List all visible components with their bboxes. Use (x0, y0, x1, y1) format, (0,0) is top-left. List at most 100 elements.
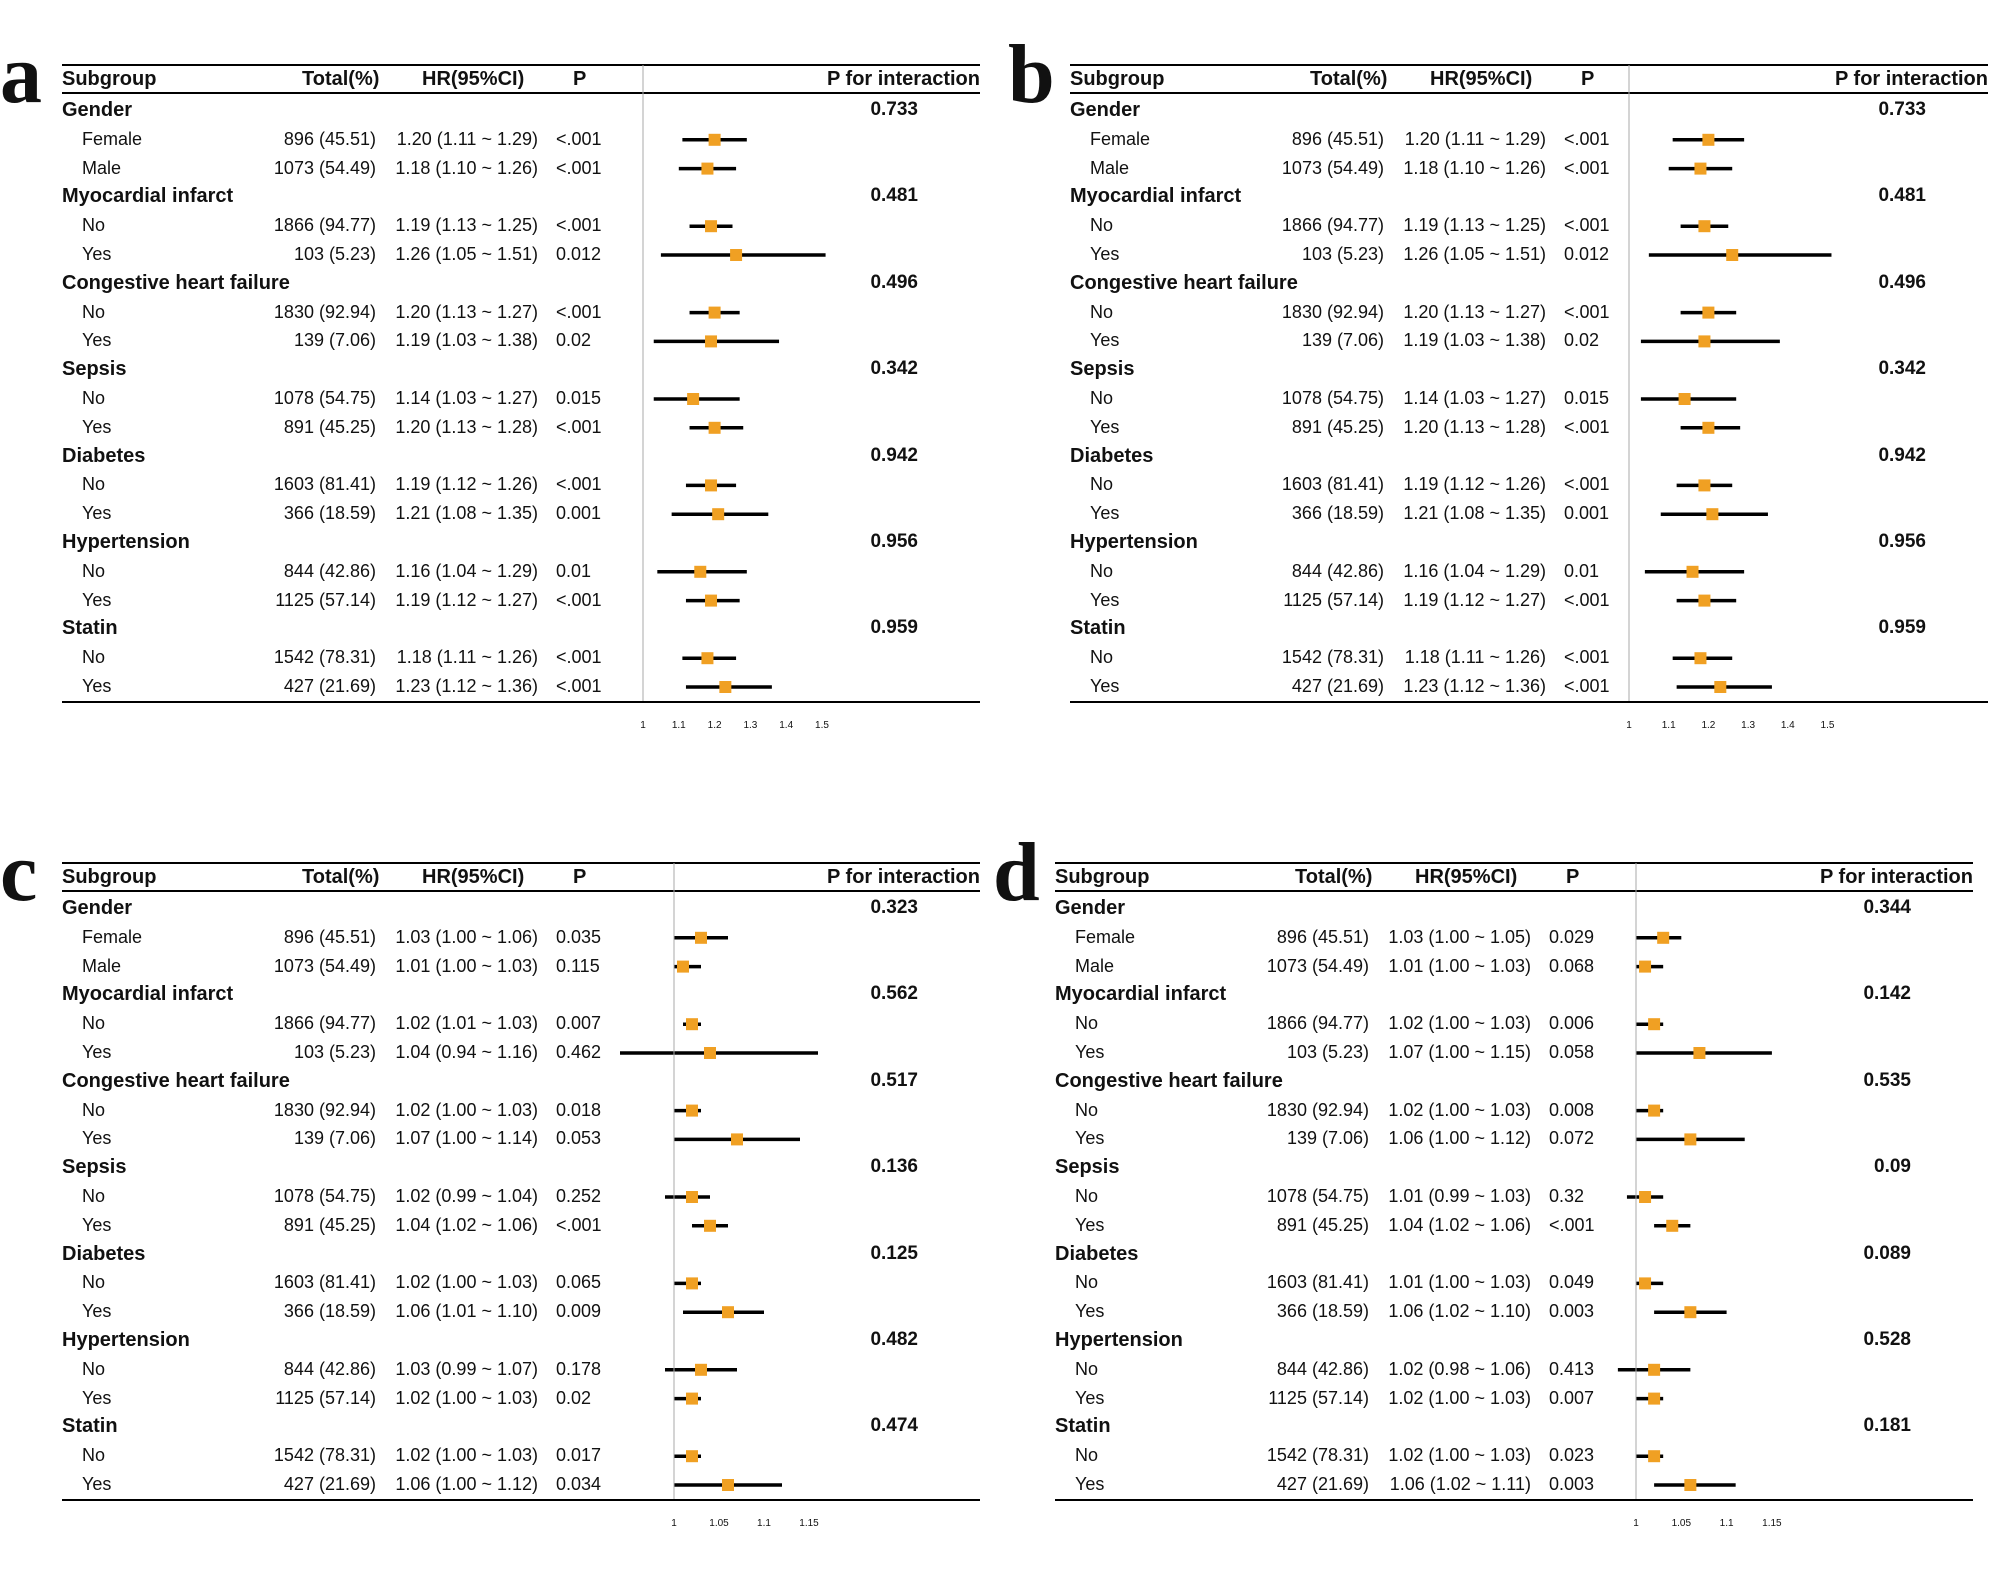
row-label: No (1075, 1445, 1099, 1466)
row-label: No (82, 474, 106, 495)
row-total: 139 (7.06) (293, 1128, 376, 1149)
row-total: 844 (42.86) (1276, 1358, 1369, 1379)
row-hr-ci: 1.02 (1.00 ~ 1.03) (395, 1387, 538, 1408)
group-name: Gender (1055, 897, 1126, 919)
row-p-value: 0.029 (1549, 926, 1595, 947)
row-p-value: 0.01 (1564, 560, 1600, 581)
row-hr-ci: 1.19 (1.13 ~ 1.25) (1403, 215, 1546, 236)
row-hr-ci: 1.20 (1.11 ~ 1.29) (396, 128, 538, 149)
row-label: Female (1075, 926, 1136, 947)
hr-marker (695, 1363, 707, 1376)
hr-marker (1698, 335, 1711, 348)
row-label: No (1075, 1013, 1099, 1034)
row-hr-ci: 1.07 (1.00 ~ 1.14) (395, 1128, 538, 1149)
row-label: No (82, 388, 106, 408)
row-hr-ci: 1.19 (1.03 ~ 1.38) (395, 330, 538, 351)
row-label: No (82, 1186, 106, 1206)
x-tick-label: 1 (640, 720, 646, 731)
row-hr-ci: 1.18 (1.10 ~ 1.26) (395, 157, 538, 178)
row-hr-ci: 1.03 (1.00 ~ 1.06) (395, 926, 538, 947)
row-total: 1542 (78.31) (1281, 647, 1384, 668)
group-name: Sepsis (1055, 1156, 1120, 1179)
x-tick-label: 1.15 (1762, 1518, 1782, 1529)
row-total: 1830 (92.94) (273, 1099, 376, 1120)
row-total: 1603 (81.41) (1281, 474, 1384, 495)
p-interaction-value: 0.474 (870, 1415, 918, 1437)
row-total: 896 (45.51) (283, 128, 376, 149)
row-p-value: <.001 (556, 1214, 602, 1235)
row-p-value: 0.02 (556, 330, 592, 351)
group-name: Congestive heart failure (62, 1069, 290, 1092)
row-label: Yes (1090, 330, 1120, 351)
row-label: Yes (1075, 1301, 1105, 1322)
row-total: 366 (18.59) (1276, 1301, 1369, 1322)
row-p-value: 0.02 (1564, 330, 1600, 351)
row-total: 896 (45.51) (1291, 128, 1384, 149)
row-p-value: <.001 (1564, 215, 1610, 236)
hr-marker (704, 1047, 716, 1059)
row-hr-ci: 1.19 (1.12 ~ 1.26) (1403, 474, 1546, 495)
row-p-value: 0.017 (556, 1445, 602, 1466)
row-label: Yes (82, 1214, 112, 1235)
row-p-value: <.001 (556, 474, 602, 495)
header-p-interaction: P for interaction (1835, 68, 1988, 90)
p-interaction-value: 0.496 (870, 271, 918, 293)
x-tick-label: 1.2 (1701, 720, 1716, 731)
row-total: 1866 (94.77) (273, 215, 376, 236)
row-hr-ci: 1.02 (1.00 ~ 1.03) (1388, 1099, 1531, 1120)
row-hr-ci: 1.19 (1.13 ~ 1.25) (395, 215, 538, 236)
row-hr-ci: 1.26 (1.05 ~ 1.51) (395, 244, 538, 264)
row-label: Female (1090, 128, 1151, 149)
p-interaction-value: 0.342 (870, 358, 918, 380)
x-tick-label: 1.1 (671, 720, 686, 731)
row-p-value: 0.015 (1564, 388, 1610, 408)
row-p-value: 0.009 (556, 1301, 602, 1322)
row-p-value: 0.01 (556, 560, 592, 581)
row-p-value: <.001 (556, 215, 602, 236)
row-label: Yes (82, 676, 112, 696)
row-p-value: 0.058 (1549, 1042, 1595, 1062)
header-p-interaction: P for interaction (827, 866, 980, 888)
row-hr-ci: 1.18 (1.10 ~ 1.26) (1403, 157, 1546, 178)
group-name: Congestive heart failure (62, 271, 290, 294)
row-p-value: <.001 (1564, 647, 1610, 668)
panel-label: c (0, 826, 38, 919)
row-p-value: 0.462 (556, 1042, 602, 1062)
x-tick-label: 1.3 (743, 720, 758, 731)
hr-marker (705, 335, 718, 348)
row-total: 1830 (92.94) (1281, 301, 1384, 322)
hr-marker (695, 931, 707, 944)
row-label: No (1075, 1186, 1099, 1206)
row-total: 891 (45.25) (1276, 1214, 1369, 1235)
p-interaction-value: 0.482 (870, 1329, 918, 1350)
panel-label: a (0, 28, 42, 121)
row-label: No (82, 1445, 106, 1466)
row-p-value: 0.001 (556, 503, 602, 524)
p-interaction-value: 0.535 (1863, 1069, 1911, 1091)
header-p-interaction: P for interaction (1820, 866, 1973, 888)
row-p-value: 0.007 (556, 1013, 602, 1034)
row-label: No (82, 1099, 106, 1120)
row-label: Yes (1090, 244, 1120, 264)
row-p-value: 0.007 (1549, 1387, 1595, 1408)
hr-marker (686, 1450, 698, 1463)
row-p-value: <.001 (1564, 416, 1610, 437)
row-label: No (1090, 388, 1114, 408)
forest-plot-area (1628, 65, 1832, 702)
row-total: 1542 (78.31) (273, 1445, 376, 1466)
row-total: 103 (5.23) (1286, 1042, 1369, 1062)
group-name: Hypertension (62, 531, 190, 553)
row-hr-ci: 1.06 (1.00 ~ 1.12) (1388, 1128, 1531, 1149)
row-p-value: <.001 (556, 589, 602, 610)
row-label: Yes (82, 1387, 112, 1408)
row-label: No (1090, 647, 1114, 668)
panel-label: b (1008, 28, 1055, 121)
group-name: Diabetes (62, 444, 146, 467)
header-hr: HR(95%CI) (1415, 866, 1518, 888)
hr-marker (731, 1133, 743, 1146)
x-tick-label: 1.05 (1671, 1518, 1692, 1529)
row-total: 1078 (54.75) (273, 1186, 376, 1206)
hr-marker (1657, 931, 1670, 944)
hr-marker (1698, 594, 1711, 607)
row-p-value: <.001 (1564, 301, 1610, 322)
